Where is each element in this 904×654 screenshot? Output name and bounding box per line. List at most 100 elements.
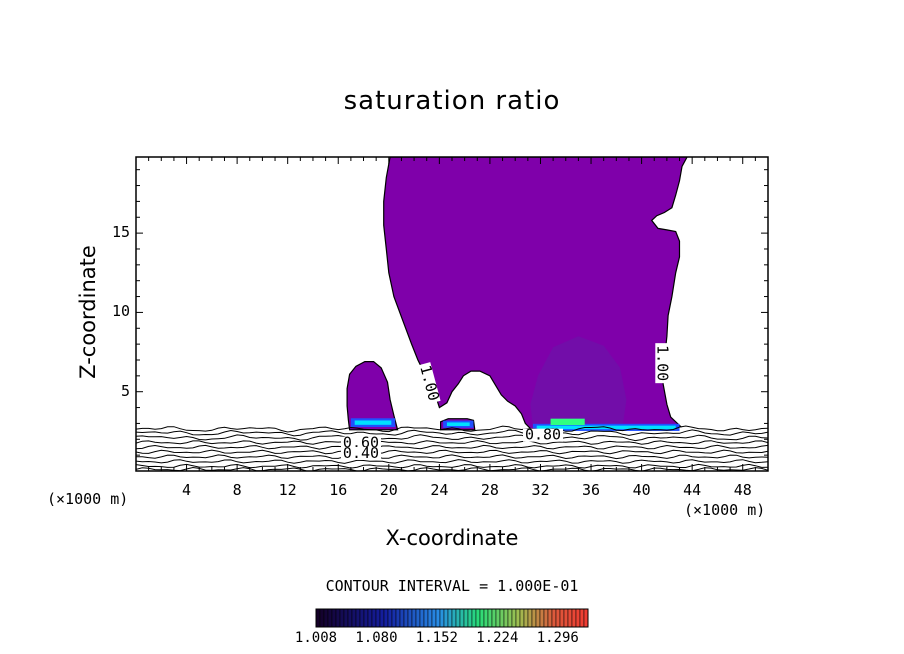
contour-interval-label: CONTOUR INTERVAL = 1.000E-01 bbox=[325, 577, 579, 595]
x-unit-label-left: (×1000 m) bbox=[47, 490, 129, 508]
colorbar-segment bbox=[443, 608, 449, 628]
colorbar-segment bbox=[583, 608, 589, 628]
left-base-band-core bbox=[354, 420, 392, 425]
colorbar-segment bbox=[335, 608, 341, 628]
colorbar-segment bbox=[355, 608, 361, 628]
colorbar-segment bbox=[463, 608, 469, 628]
x-tick-label: 48 bbox=[733, 481, 752, 499]
colorbar-segment bbox=[475, 608, 481, 628]
colorbar-segment bbox=[511, 608, 517, 628]
colorbar-segment bbox=[547, 608, 553, 628]
colorbar-segment bbox=[567, 608, 573, 628]
contour-line bbox=[136, 449, 768, 455]
x-tick-label: 8 bbox=[232, 481, 242, 499]
colorbar-segment bbox=[551, 608, 557, 628]
colorbar-segment bbox=[331, 608, 337, 628]
colorbar-segment bbox=[467, 608, 473, 628]
colorbar-segment bbox=[367, 608, 373, 628]
colorbar-segment bbox=[319, 608, 325, 628]
colorbar-segment bbox=[315, 608, 321, 628]
contour-label-bg bbox=[417, 362, 441, 405]
x-tick-label: 44 bbox=[683, 481, 702, 499]
colorbar-segment bbox=[343, 608, 349, 628]
colorbar-tick-label: 1.224 bbox=[476, 630, 519, 646]
colorbar-segment bbox=[435, 608, 441, 628]
colorbar-segment bbox=[527, 608, 533, 628]
colorbar-segment bbox=[451, 608, 457, 628]
colorbar-segment bbox=[539, 608, 545, 628]
x-axis-label: X-coordinate bbox=[385, 526, 519, 550]
contour-label-bg bbox=[340, 446, 381, 460]
colorbar-segment bbox=[431, 608, 437, 628]
colorbar-segment bbox=[411, 608, 417, 628]
colorbar-segment bbox=[323, 608, 329, 628]
colorbar-segment bbox=[455, 608, 461, 628]
colorbar-segment bbox=[535, 608, 541, 628]
colorbar-segment bbox=[339, 608, 345, 628]
colorbar-segment bbox=[503, 608, 509, 628]
colorbar-segment bbox=[371, 608, 377, 628]
colorbar-segment bbox=[459, 608, 465, 628]
colorbar-segment bbox=[491, 608, 497, 628]
colorbar-segment bbox=[487, 608, 493, 628]
colorbar-segment bbox=[495, 608, 501, 628]
middle-base-band-core bbox=[446, 422, 470, 427]
colorbar-segment bbox=[507, 608, 513, 628]
colorbar-segment bbox=[391, 608, 397, 628]
colorbar-segment bbox=[571, 608, 577, 628]
colorbar-segment bbox=[531, 608, 537, 628]
colorbar-tick-label: 1.152 bbox=[415, 630, 458, 646]
colorbar-segment bbox=[559, 608, 565, 628]
colorbar-segment bbox=[403, 608, 409, 628]
colorbar-segment bbox=[383, 608, 389, 628]
colorbar-segment bbox=[363, 608, 369, 628]
colorbar-tick-label: 1.296 bbox=[536, 630, 579, 646]
colorbar-segment bbox=[515, 608, 521, 628]
colorbar-segment bbox=[375, 608, 381, 628]
y-tick-label: 15 bbox=[111, 223, 130, 242]
colorbar-segment bbox=[479, 608, 485, 628]
colorbar-segment bbox=[399, 608, 405, 628]
colorbar-segment bbox=[499, 608, 505, 628]
contour-line bbox=[136, 459, 768, 464]
contour-line bbox=[136, 425, 768, 433]
colorbar-segment bbox=[427, 608, 433, 628]
x-tick-label: 32 bbox=[531, 481, 550, 499]
contour-label-bg bbox=[340, 436, 381, 450]
colorbar-segment bbox=[471, 608, 477, 628]
x-tick-label: 20 bbox=[379, 481, 398, 499]
contour-label-bg bbox=[655, 343, 669, 384]
colorbar-segment bbox=[359, 608, 365, 628]
colorbar-tick-label: 1.080 bbox=[355, 630, 398, 646]
colorbar-segment bbox=[543, 608, 549, 628]
x-tick-label: 4 bbox=[182, 481, 192, 499]
left-cloud-cell bbox=[346, 361, 399, 431]
colorbar-segment bbox=[351, 608, 357, 628]
contour-line bbox=[136, 440, 768, 445]
colorbar-segment bbox=[519, 608, 525, 628]
colorbar-segment bbox=[555, 608, 561, 628]
chart-title: saturation ratio bbox=[343, 86, 561, 116]
colorbar-segment bbox=[523, 608, 529, 628]
max-ratio-patch bbox=[550, 418, 585, 426]
x-tick-label: 28 bbox=[480, 481, 499, 499]
y-tick-label: 10 bbox=[111, 302, 130, 321]
x-tick-label: 16 bbox=[329, 481, 348, 499]
colorbar-segment bbox=[419, 608, 425, 628]
y-tick-label: 5 bbox=[120, 381, 130, 400]
colorbar-segment bbox=[379, 608, 385, 628]
colorbar-segment bbox=[563, 608, 569, 628]
colorbar-segment bbox=[575, 608, 581, 628]
colorbar-segment bbox=[415, 608, 421, 628]
colorbar-segment bbox=[423, 608, 429, 628]
x-tick-label: 24 bbox=[430, 481, 449, 499]
x-tick-label: 36 bbox=[582, 481, 601, 499]
colorbar-segment bbox=[327, 608, 333, 628]
x-tick-label: 12 bbox=[278, 481, 297, 499]
colorbar-segment bbox=[483, 608, 489, 628]
contour-line bbox=[136, 444, 768, 450]
colorbar-segment bbox=[387, 608, 393, 628]
contour-label: 0.80 bbox=[525, 426, 561, 444]
